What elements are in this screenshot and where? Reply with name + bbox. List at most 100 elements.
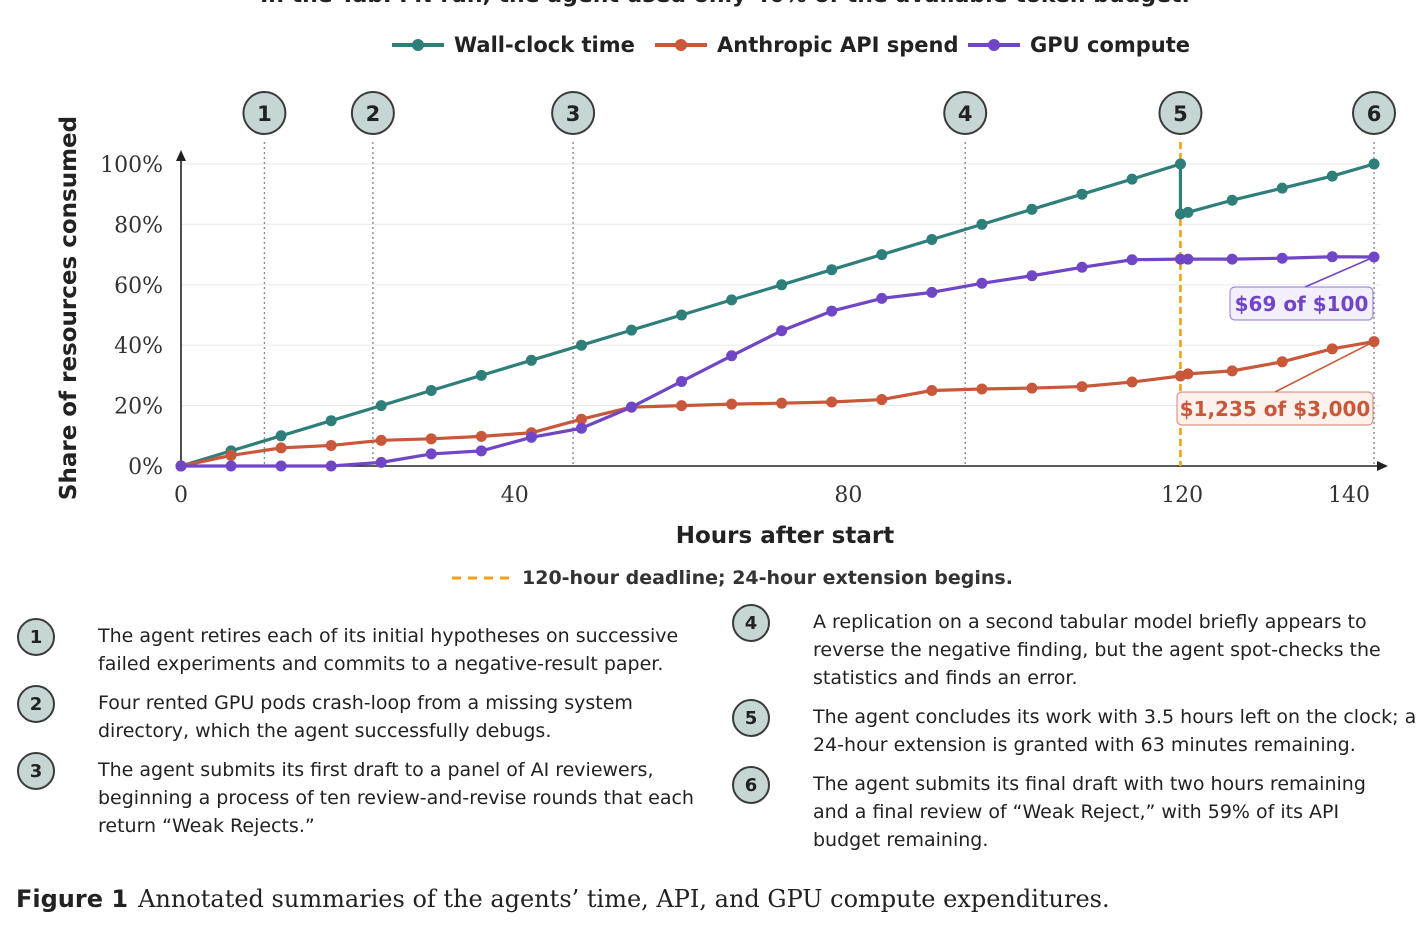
data-point-gpu-compute — [1226, 253, 1238, 265]
data-point-wall-clock-time — [876, 249, 888, 261]
data-point-wall-clock-time — [1076, 188, 1088, 200]
annotation-list: 1 The agent retires each of its initial … — [0, 598, 1419, 858]
y-axis-arrow-icon — [176, 150, 186, 161]
data-point-anthropic-api-spend — [1226, 365, 1238, 377]
data-point-gpu-compute — [275, 460, 287, 472]
legend-dot-wall-clock-time — [412, 39, 424, 51]
marker-label-2: 2 — [366, 102, 381, 126]
annotation-text-4: A replication on a second tabular model … — [813, 611, 1381, 689]
data-point-gpu-compute — [1326, 251, 1338, 263]
data-point-wall-clock-time — [525, 354, 537, 366]
legend-item-gpu-compute: GPU compute — [968, 33, 1190, 57]
data-point-wall-clock-time — [1126, 173, 1138, 185]
x-tick-label: 40 — [501, 483, 529, 508]
data-point-gpu-compute — [626, 401, 638, 413]
data-point-gpu-compute — [575, 422, 587, 434]
data-point-anthropic-api-spend — [776, 397, 788, 409]
x-tick-label: 140 — [1328, 483, 1370, 508]
data-point-gpu-compute — [375, 456, 387, 468]
data-point-gpu-compute — [776, 325, 788, 337]
deadline-legend: 120-hour deadline; 24-hour extension beg… — [452, 567, 1013, 589]
legend-dot-anthropic-api-spend — [675, 39, 687, 51]
y-tick-label: 40% — [114, 334, 163, 359]
data-point-wall-clock-time — [1368, 158, 1380, 170]
y-tick-label: 80% — [114, 213, 163, 238]
data-point-wall-clock-time — [575, 339, 587, 351]
data-point-wall-clock-time — [1276, 182, 1288, 194]
data-point-wall-clock-time — [626, 324, 638, 336]
data-point-wall-clock-time — [676, 309, 688, 321]
data-point-anthropic-api-spend — [1076, 381, 1088, 393]
data-point-gpu-compute — [525, 431, 537, 443]
data-point-gpu-compute — [1182, 253, 1194, 265]
data-point-wall-clock-time — [1326, 170, 1338, 182]
y-tick-label: 0% — [128, 455, 163, 480]
tick-labels: 0% 20% 40% 60% 80% 100% 0 40 80 120 140 — [100, 153, 1370, 508]
callout-box-anthropic-api-spend — [1176, 391, 1374, 426]
marker-lines — [263, 142, 1375, 466]
marker-badge-6 — [1352, 91, 1396, 135]
marker-badge-5 — [1158, 91, 1203, 135]
data-point-anthropic-api-spend — [275, 442, 287, 454]
annotation-badge-6: 6 — [732, 766, 770, 804]
callout-gpu-compute: $69 of $100 — [1229, 256, 1375, 321]
data-point-wall-clock-time — [776, 279, 788, 291]
marker-badge-1 — [242, 91, 287, 135]
data-point-wall-clock-time — [1026, 203, 1038, 215]
data-point-gpu-compute — [475, 445, 487, 457]
marker-badge-3 — [551, 91, 596, 135]
data-point-anthropic-api-spend — [976, 383, 988, 395]
data-point-anthropic-api-spend — [1276, 356, 1288, 368]
data-point-wall-clock-time — [976, 218, 988, 230]
data-point-gpu-compute — [676, 375, 688, 387]
data-point-wall-clock-time — [375, 400, 387, 412]
series-group — [175, 158, 1380, 472]
marker-label-5: 5 — [1173, 102, 1188, 126]
data-point-gpu-compute — [1076, 261, 1088, 273]
data-point-wall-clock-time — [826, 264, 838, 276]
data-point-anthropic-api-spend — [375, 434, 387, 446]
annotation-badge-4: 4 — [732, 604, 770, 642]
x-tick-label: 80 — [834, 483, 862, 508]
data-point-anthropic-api-spend — [676, 400, 688, 412]
data-point-anthropic-api-spend — [726, 398, 738, 410]
data-point-wall-clock-time — [726, 294, 738, 306]
annotation-text-5: The agent concludes its work with 3.5 ho… — [813, 706, 1417, 756]
caption-text: Annotated summaries of the agents’ time,… — [138, 885, 1110, 913]
series-gpu-compute — [175, 251, 1380, 472]
marker-label-4: 4 — [958, 102, 973, 126]
data-point-gpu-compute — [926, 286, 938, 298]
data-point-gpu-compute — [1276, 252, 1288, 264]
figure-caption: Figure 1 Annotated summaries of the agent… — [16, 885, 1406, 913]
marker-label-1: 1 — [257, 102, 272, 126]
data-point-anthropic-api-spend — [425, 433, 437, 445]
legend-item-anthropic-api-spend: Anthropic API spend — [655, 33, 959, 57]
legend-item-wall-clock-time: Wall-clock time — [392, 33, 635, 57]
data-point-wall-clock-time — [1182, 206, 1194, 218]
data-point-wall-clock-time — [1174, 158, 1186, 170]
data-point-wall-clock-time — [1226, 194, 1238, 206]
annotation-badge-2: 2 — [17, 685, 55, 723]
callout-text-anthropic-api-spend: $1,235 of $3,000 — [1180, 397, 1371, 421]
data-point-gpu-compute — [876, 292, 888, 304]
x-tick-label: 120 — [1161, 483, 1203, 508]
annotation-text-2: Four rented GPU pods crash-loop from a m… — [98, 692, 633, 742]
data-point-gpu-compute — [1126, 254, 1138, 266]
annotation-text-1: The agent retires each of its initial hy… — [98, 625, 679, 675]
data-point-anthropic-api-spend — [1182, 368, 1194, 380]
legend-label-gpu-compute: GPU compute — [1030, 33, 1190, 57]
data-point-anthropic-api-spend — [826, 396, 838, 408]
marker-badges: 1 2 3 4 5 6 — [242, 91, 1396, 135]
annotation-badge-3: 3 — [17, 752, 55, 790]
callout-text-gpu-compute: $69 of $100 — [1235, 292, 1369, 316]
data-point-wall-clock-time — [475, 369, 487, 381]
deadline-legend-label: 120-hour deadline; 24-hour extension beg… — [522, 567, 1013, 589]
x-axis-title: Hours after start — [676, 523, 894, 549]
data-point-anthropic-api-spend — [876, 394, 888, 406]
callout-leader-anthropic-api-spend — [1274, 340, 1375, 393]
y-axis-title: Share of resources consumed — [56, 116, 82, 500]
marker-badge-2 — [350, 91, 395, 135]
x-axis-arrow-icon — [1377, 461, 1388, 471]
y-tick-label: 20% — [114, 395, 163, 420]
data-point-anthropic-api-spend — [575, 413, 587, 425]
